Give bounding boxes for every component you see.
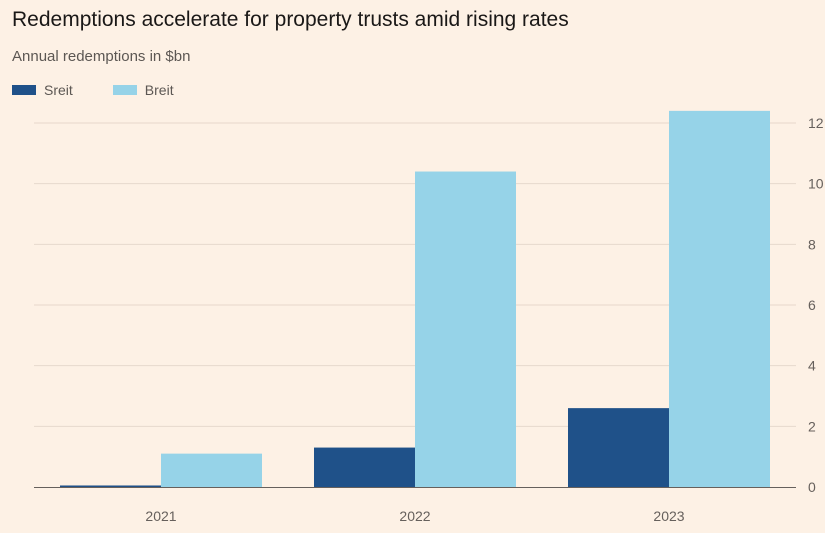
bar-sreit-2023: [568, 408, 669, 487]
legend-swatch-breit: [112, 85, 137, 95]
bar-breit-2023: [669, 110, 770, 487]
legend-item-breit: Breit: [112, 82, 174, 98]
y-tick-label: 10: [808, 176, 824, 192]
y-tick-label: 8: [808, 236, 816, 252]
y-tick-label: 0: [808, 479, 816, 495]
bar-breit-2021: [161, 453, 262, 487]
legend-item-sreit: Sreit: [12, 82, 73, 98]
bar-breit-2022: [415, 171, 516, 488]
legend: Sreit Breit: [12, 82, 214, 98]
x-tick-label: 2022: [399, 508, 430, 524]
legend-swatch-sreit: [12, 85, 36, 95]
legend-label-sreit: Sreit: [44, 82, 73, 98]
y-tick-label: 6: [808, 297, 816, 313]
chart-title: Redemptions accelerate for property trus…: [12, 8, 569, 31]
bar-sreit-2021: [60, 485, 161, 487]
y-tick-label: 4: [808, 358, 816, 374]
y-tick-label: 2: [808, 418, 816, 434]
chart-subtitle: Annual redemptions in $bn: [12, 48, 191, 65]
x-tick-label: 2023: [653, 508, 684, 524]
y-tick-label: 12: [808, 115, 824, 131]
bar-sreit-2022: [314, 447, 415, 487]
x-tick-label: 2021: [145, 508, 176, 524]
legend-label-breit: Breit: [144, 82, 174, 98]
